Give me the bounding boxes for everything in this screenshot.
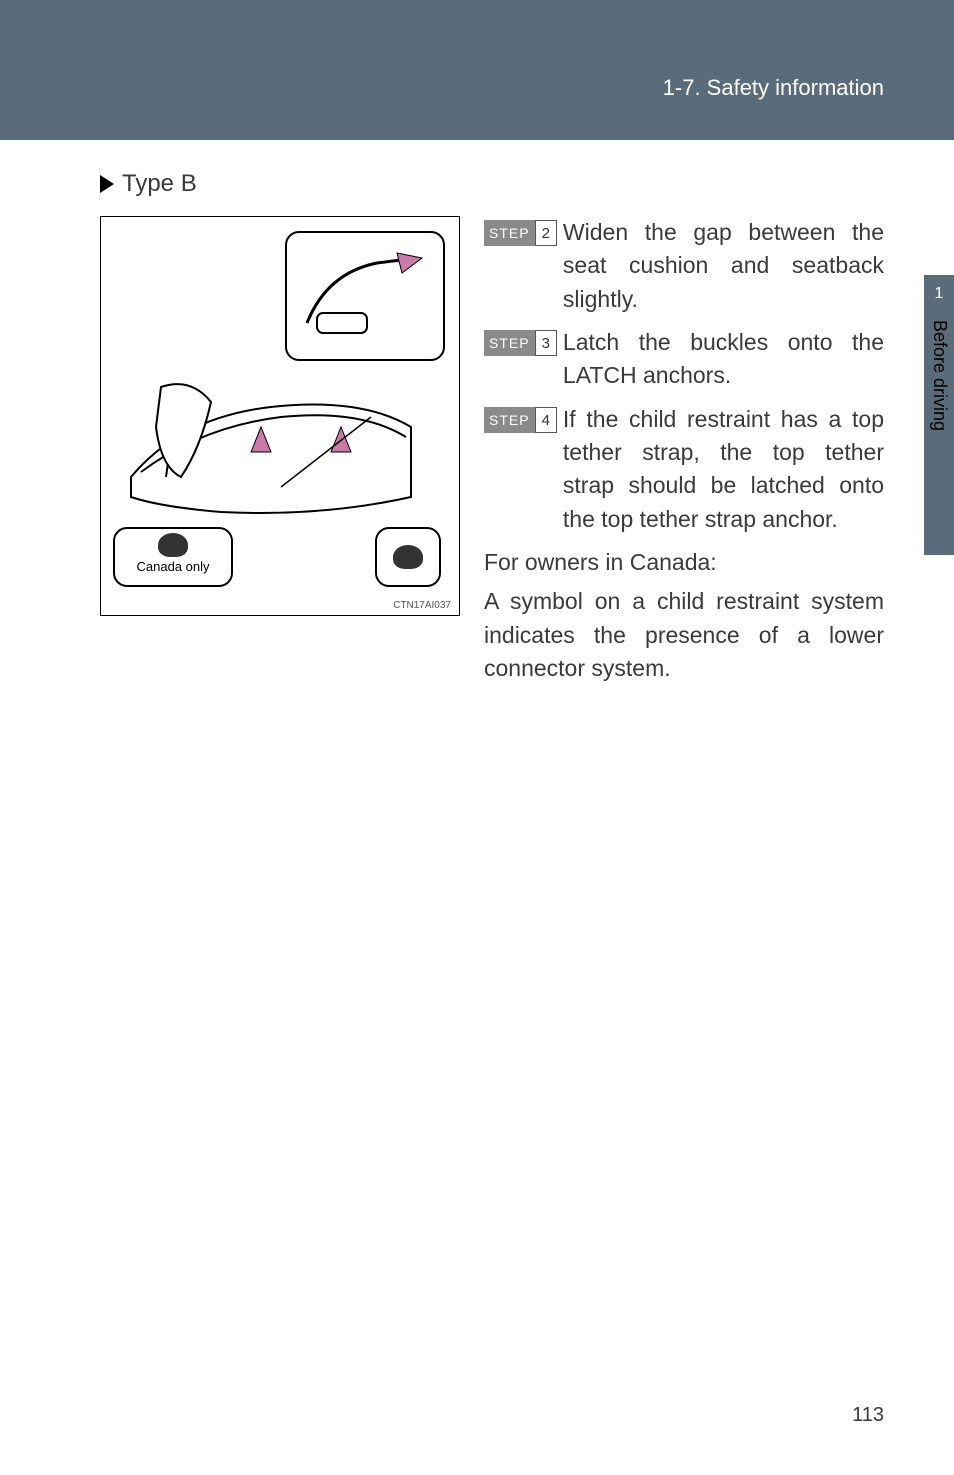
step-text: If the child restraint has a top tether … — [563, 403, 884, 536]
owners-canada-heading: For owners in Canada: — [484, 546, 884, 579]
step-number: 3 — [535, 330, 557, 356]
figure-caption: CTN17AI037 — [393, 600, 451, 611]
canada-only-badge: Canada only — [113, 527, 233, 587]
figure-inset-callout — [285, 231, 445, 361]
step-text: Latch the buckles onto the LATCH anchors… — [563, 326, 884, 393]
connector-symbol-badge — [375, 527, 441, 587]
canada-only-label: Canada only — [137, 559, 210, 574]
step-badge: STEP 3 — [484, 330, 557, 356]
step-word: STEP — [484, 407, 535, 433]
child-seat-icon — [158, 533, 188, 557]
subtype-row: Type B — [100, 170, 884, 198]
step-item: STEP 2 Widen the gap between the seat cu… — [484, 216, 884, 316]
section-breadcrumb: 1-7. Safety information — [663, 75, 884, 101]
step-item: STEP 3 Latch the buckles onto the LATCH … — [484, 326, 884, 393]
page-content: Type B Canada only — [0, 140, 954, 685]
step-text: Widen the gap between the seat cushion a… — [563, 216, 884, 316]
two-column-layout: Canada only CTN17AI037 STEP 2 Widen the … — [100, 216, 884, 685]
connector-system-paragraph: A symbol on a child restraint system ind… — [484, 585, 884, 685]
step-number: 2 — [535, 220, 557, 246]
seat-sketch-icon — [121, 357, 421, 527]
step-word: STEP — [484, 220, 535, 246]
step-badge: STEP 2 — [484, 220, 557, 246]
step-word: STEP — [484, 330, 535, 356]
child-seat-icon — [393, 545, 423, 569]
triangle-bullet-icon — [100, 175, 114, 193]
header-band: 1-7. Safety information — [0, 0, 954, 140]
latch-detail-icon — [287, 233, 447, 363]
step-item: STEP 4 If the child restraint has a top … — [484, 403, 884, 536]
step-number: 4 — [535, 407, 557, 433]
subtype-label: Type B — [122, 170, 197, 198]
step-badge: STEP 4 — [484, 407, 557, 433]
chapter-label: Before driving — [929, 320, 950, 431]
figure-box: Canada only CTN17AI037 — [100, 216, 460, 616]
chapter-number: 1 — [924, 275, 954, 303]
page-number: 113 — [852, 1404, 884, 1427]
instruction-column: STEP 2 Widen the gap between the seat cu… — [484, 216, 884, 685]
